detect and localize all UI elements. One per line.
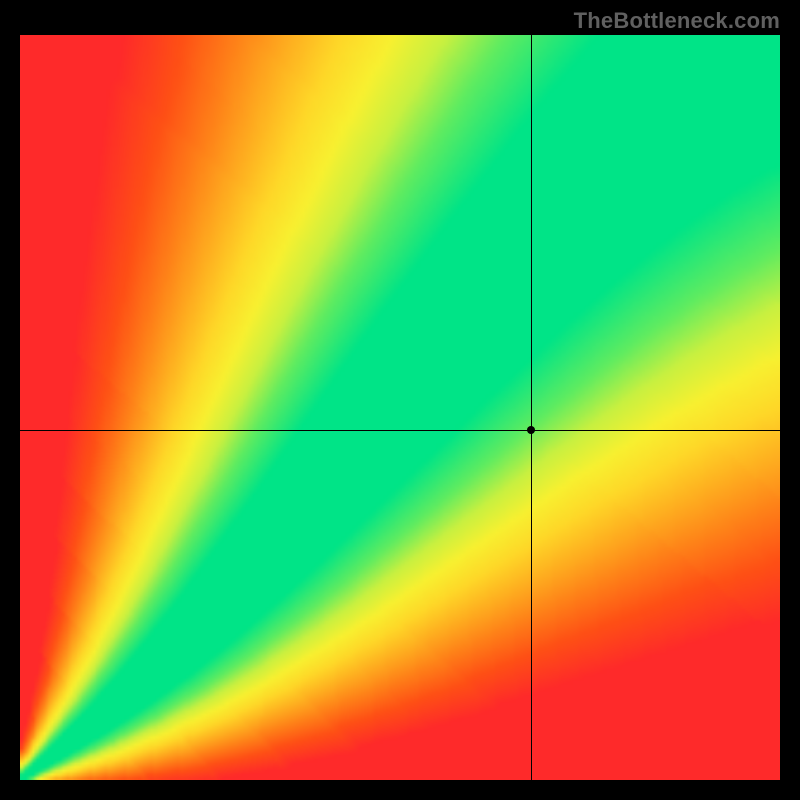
bottleneck-heatmap [20, 35, 780, 780]
crosshair-marker [527, 426, 535, 434]
watermark-text: TheBottleneck.com [574, 8, 780, 34]
chart-container: TheBottleneck.com [0, 0, 800, 800]
crosshair-horizontal [20, 430, 780, 431]
crosshair-vertical [531, 35, 532, 780]
